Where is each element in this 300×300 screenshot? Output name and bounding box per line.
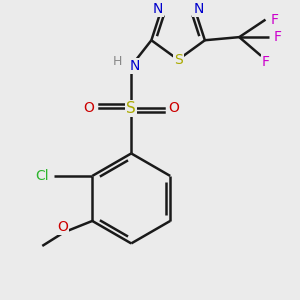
Text: Cl: Cl xyxy=(35,169,49,183)
Text: S: S xyxy=(174,53,182,67)
Text: O: O xyxy=(168,101,179,116)
Text: F: F xyxy=(274,30,282,44)
Text: N: N xyxy=(129,59,140,73)
Text: H: H xyxy=(113,55,122,68)
Text: O: O xyxy=(57,220,68,234)
Text: N: N xyxy=(193,2,204,16)
Text: F: F xyxy=(262,55,270,69)
Text: F: F xyxy=(270,13,278,27)
Text: S: S xyxy=(126,101,136,116)
Text: N: N xyxy=(153,2,163,16)
Text: O: O xyxy=(83,101,94,116)
